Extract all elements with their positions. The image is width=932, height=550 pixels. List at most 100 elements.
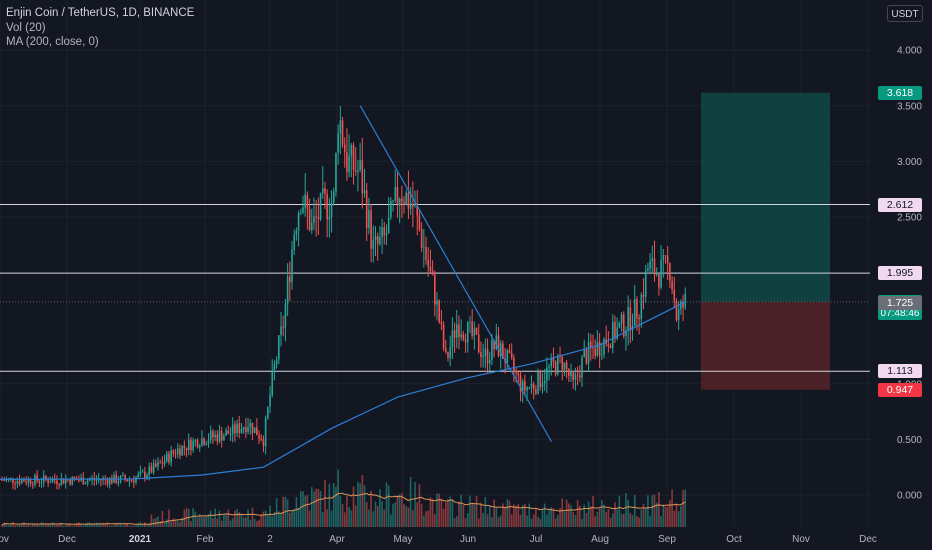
volume-bar: [484, 497, 487, 527]
volume-bar: [20, 523, 23, 527]
candle-body: [220, 430, 223, 441]
volume-bar: [23, 522, 25, 527]
candle-body: [535, 389, 537, 394]
volume-bar: [420, 504, 423, 527]
candle-body: [594, 348, 596, 356]
volume-bar: [227, 509, 230, 527]
volume-bar: [508, 500, 511, 527]
volume-bar: [137, 523, 140, 527]
volume-bar: [302, 491, 304, 527]
volume-bar: [603, 504, 605, 527]
volume-bar: [455, 516, 458, 527]
candle-body: [346, 152, 348, 172]
candle-body: [655, 273, 658, 275]
target-zone: [701, 92, 830, 302]
candle-body: [58, 483, 60, 485]
volume-bar: [385, 482, 388, 527]
candle-body: [236, 423, 238, 434]
volume-bar: [5, 522, 8, 527]
volume-bar: [225, 514, 227, 527]
volume-bar: [655, 502, 658, 527]
candle-body: [306, 194, 309, 210]
volume-indicator-label[interactable]: Vol (20): [6, 21, 46, 34]
volume-bar: [60, 522, 63, 527]
volume-bar: [321, 512, 324, 527]
candle-body: [71, 476, 74, 485]
volume-bar: [172, 518, 175, 527]
candle-body: [376, 236, 379, 244]
chart-legend: Enjin Coin / TetherUS, 1D, BINANCE Vol (…: [6, 6, 194, 50]
volume-bar: [258, 519, 260, 527]
candle-body: [185, 447, 188, 451]
candle-body: [477, 334, 480, 353]
x-axis-tick-label: 2021: [129, 534, 152, 545]
candle-body: [317, 216, 320, 219]
currency-button[interactable]: USDT: [887, 5, 923, 22]
candle-body: [146, 475, 148, 478]
candle-body: [260, 438, 263, 441]
volume-bar: [669, 500, 671, 527]
volume-bar: [124, 523, 126, 527]
volume-bar: [139, 522, 142, 527]
candle-body: [653, 258, 656, 275]
volume-bar: [194, 511, 197, 527]
volume-bar: [611, 513, 614, 527]
candle-body: [335, 152, 337, 192]
price-label-value: 2.612: [886, 198, 914, 211]
candle-body: [616, 327, 618, 339]
candle-body: [264, 418, 267, 446]
volume-bar: [71, 525, 74, 527]
volume-bar: [583, 504, 586, 527]
candle-body: [669, 263, 671, 281]
price-label-value: 1.113: [887, 365, 913, 378]
candle-body: [291, 249, 293, 283]
volume-bar: [429, 497, 432, 527]
candle-body: [609, 346, 612, 349]
volume-bar: [638, 517, 640, 527]
moving-average-indicator-label[interactable]: MA (200, close, 0): [6, 36, 99, 48]
candle-body: [508, 350, 511, 354]
volume-bar: [282, 496, 285, 527]
volume-bar: [680, 505, 682, 527]
candle-body: [319, 192, 322, 219]
candle-body: [231, 424, 234, 434]
volume-bar: [666, 506, 669, 527]
volume-bar: [1, 524, 3, 527]
volume-bar: [600, 500, 603, 527]
volume-bar: [425, 511, 427, 527]
candle-body: [473, 327, 476, 336]
volume-bar: [418, 484, 421, 527]
volume-bar: [504, 506, 506, 527]
candle-body: [409, 203, 412, 209]
candle-body: [565, 362, 568, 370]
candle-body: [3, 480, 5, 481]
candle-body: [238, 423, 241, 433]
volume-bar: [267, 515, 269, 527]
symbol-title[interactable]: Enjin Coin / TetherUS, 1D, BINANCE: [6, 7, 195, 19]
price-label-value: 1.995: [886, 267, 914, 280]
candle-body: [38, 480, 41, 483]
volume-bar: [69, 524, 71, 527]
volume-bar: [616, 509, 618, 527]
candle-body: [111, 477, 113, 483]
price-label: 1.995: [878, 266, 922, 281]
volume-bar: [453, 518, 456, 527]
candle-body: [447, 351, 449, 358]
candle-body: [214, 434, 216, 438]
ma200-line: [0, 301, 686, 480]
volume-bar: [289, 512, 291, 527]
volume-bar: [352, 486, 355, 527]
volume-bar: [291, 510, 293, 527]
candle-body: [174, 453, 177, 455]
candle-body: [106, 479, 109, 485]
volume-bar: [458, 501, 460, 527]
volume-bar: [557, 514, 559, 527]
volume-bar: [192, 508, 194, 527]
candle-body: [310, 222, 313, 231]
candle-body: [644, 270, 647, 297]
volume-bar: [106, 522, 109, 527]
volume-bar: [561, 498, 564, 527]
volume-bar: [407, 507, 410, 527]
candle-body: [524, 381, 526, 391]
